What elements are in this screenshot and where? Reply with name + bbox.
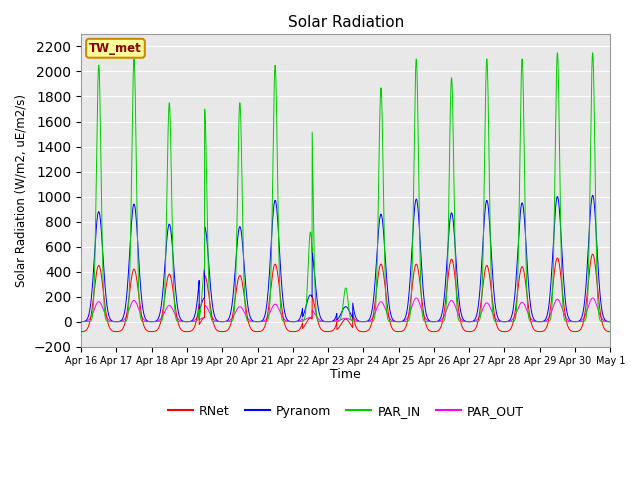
Legend: RNet, Pyranom, PAR_IN, PAR_OUT: RNet, Pyranom, PAR_IN, PAR_OUT <box>163 400 529 423</box>
Y-axis label: Solar Radiation (W/m2, uE/m2/s): Solar Radiation (W/m2, uE/m2/s) <box>15 94 28 287</box>
X-axis label: Time: Time <box>330 368 361 381</box>
Title: Solar Radiation: Solar Radiation <box>287 15 404 30</box>
Text: TW_met: TW_met <box>89 42 142 55</box>
